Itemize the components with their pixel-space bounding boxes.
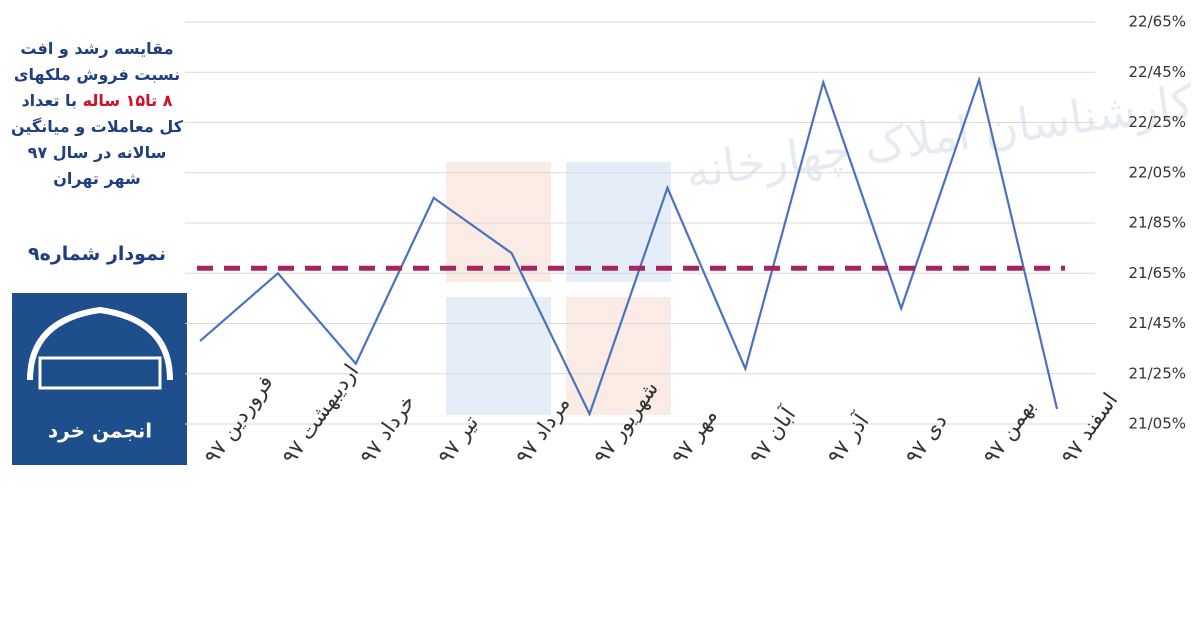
x-tick-label: فروردین ۹۷ (199, 371, 277, 469)
watermark: کارشناسان املاک چهارخانه (682, 74, 1197, 199)
x-tick-label: بهمن ۹۷ (978, 395, 1039, 468)
watermark-block (566, 297, 671, 415)
x-tick-label: تیر ۹۷ (433, 411, 483, 468)
chart-subtitle: نمودار شماره۹ (28, 243, 166, 265)
y-tick-label: 22/45% (1129, 63, 1186, 81)
x-tick-label: دی ۹۷ (901, 409, 952, 468)
x-tick-label: اسفند ۹۷ (1056, 388, 1122, 468)
y-tick-label: 22/05% (1129, 163, 1186, 181)
watermark-block (566, 162, 671, 282)
title-part: با تعداد کل معاملات و میانگین سالانه در … (10, 91, 183, 188)
logo-text: انجمن خرد (48, 419, 152, 443)
x-tick-label: مهر ۹۷ (667, 404, 722, 468)
y-tick-label: 21/65% (1129, 264, 1186, 282)
y-tick-label: 22/25% (1129, 113, 1186, 131)
y-tick-label: 22/65% (1129, 13, 1186, 31)
watermark-block (446, 162, 551, 282)
y-tick-label: 21/45% (1129, 314, 1186, 332)
title-part: مقایسه رشد و افت نسبت فروش ملکهای (13, 39, 181, 84)
y-tick-label: 21/85% (1129, 214, 1186, 232)
watermark-block (446, 297, 551, 415)
x-tick-label: اردیبهشت ۹۷ (277, 360, 363, 469)
x-tick-label: آذر ۹۷ (822, 408, 874, 468)
chart-title: مقایسه رشد و افت نسبت فروش ملکهای ۸ تا۱۵… (8, 36, 186, 192)
x-tick-label: آبان ۹۷ (744, 402, 801, 469)
x-tick-label: خرداد ۹۷ (355, 390, 420, 468)
title-highlight: ۸ تا۱۵ ساله (82, 91, 173, 110)
y-tick-label: 21/05% (1129, 415, 1186, 433)
logo-arch (27, 306, 173, 381)
y-tick-label: 21/25% (1129, 364, 1186, 382)
logo-box (38, 356, 162, 390)
